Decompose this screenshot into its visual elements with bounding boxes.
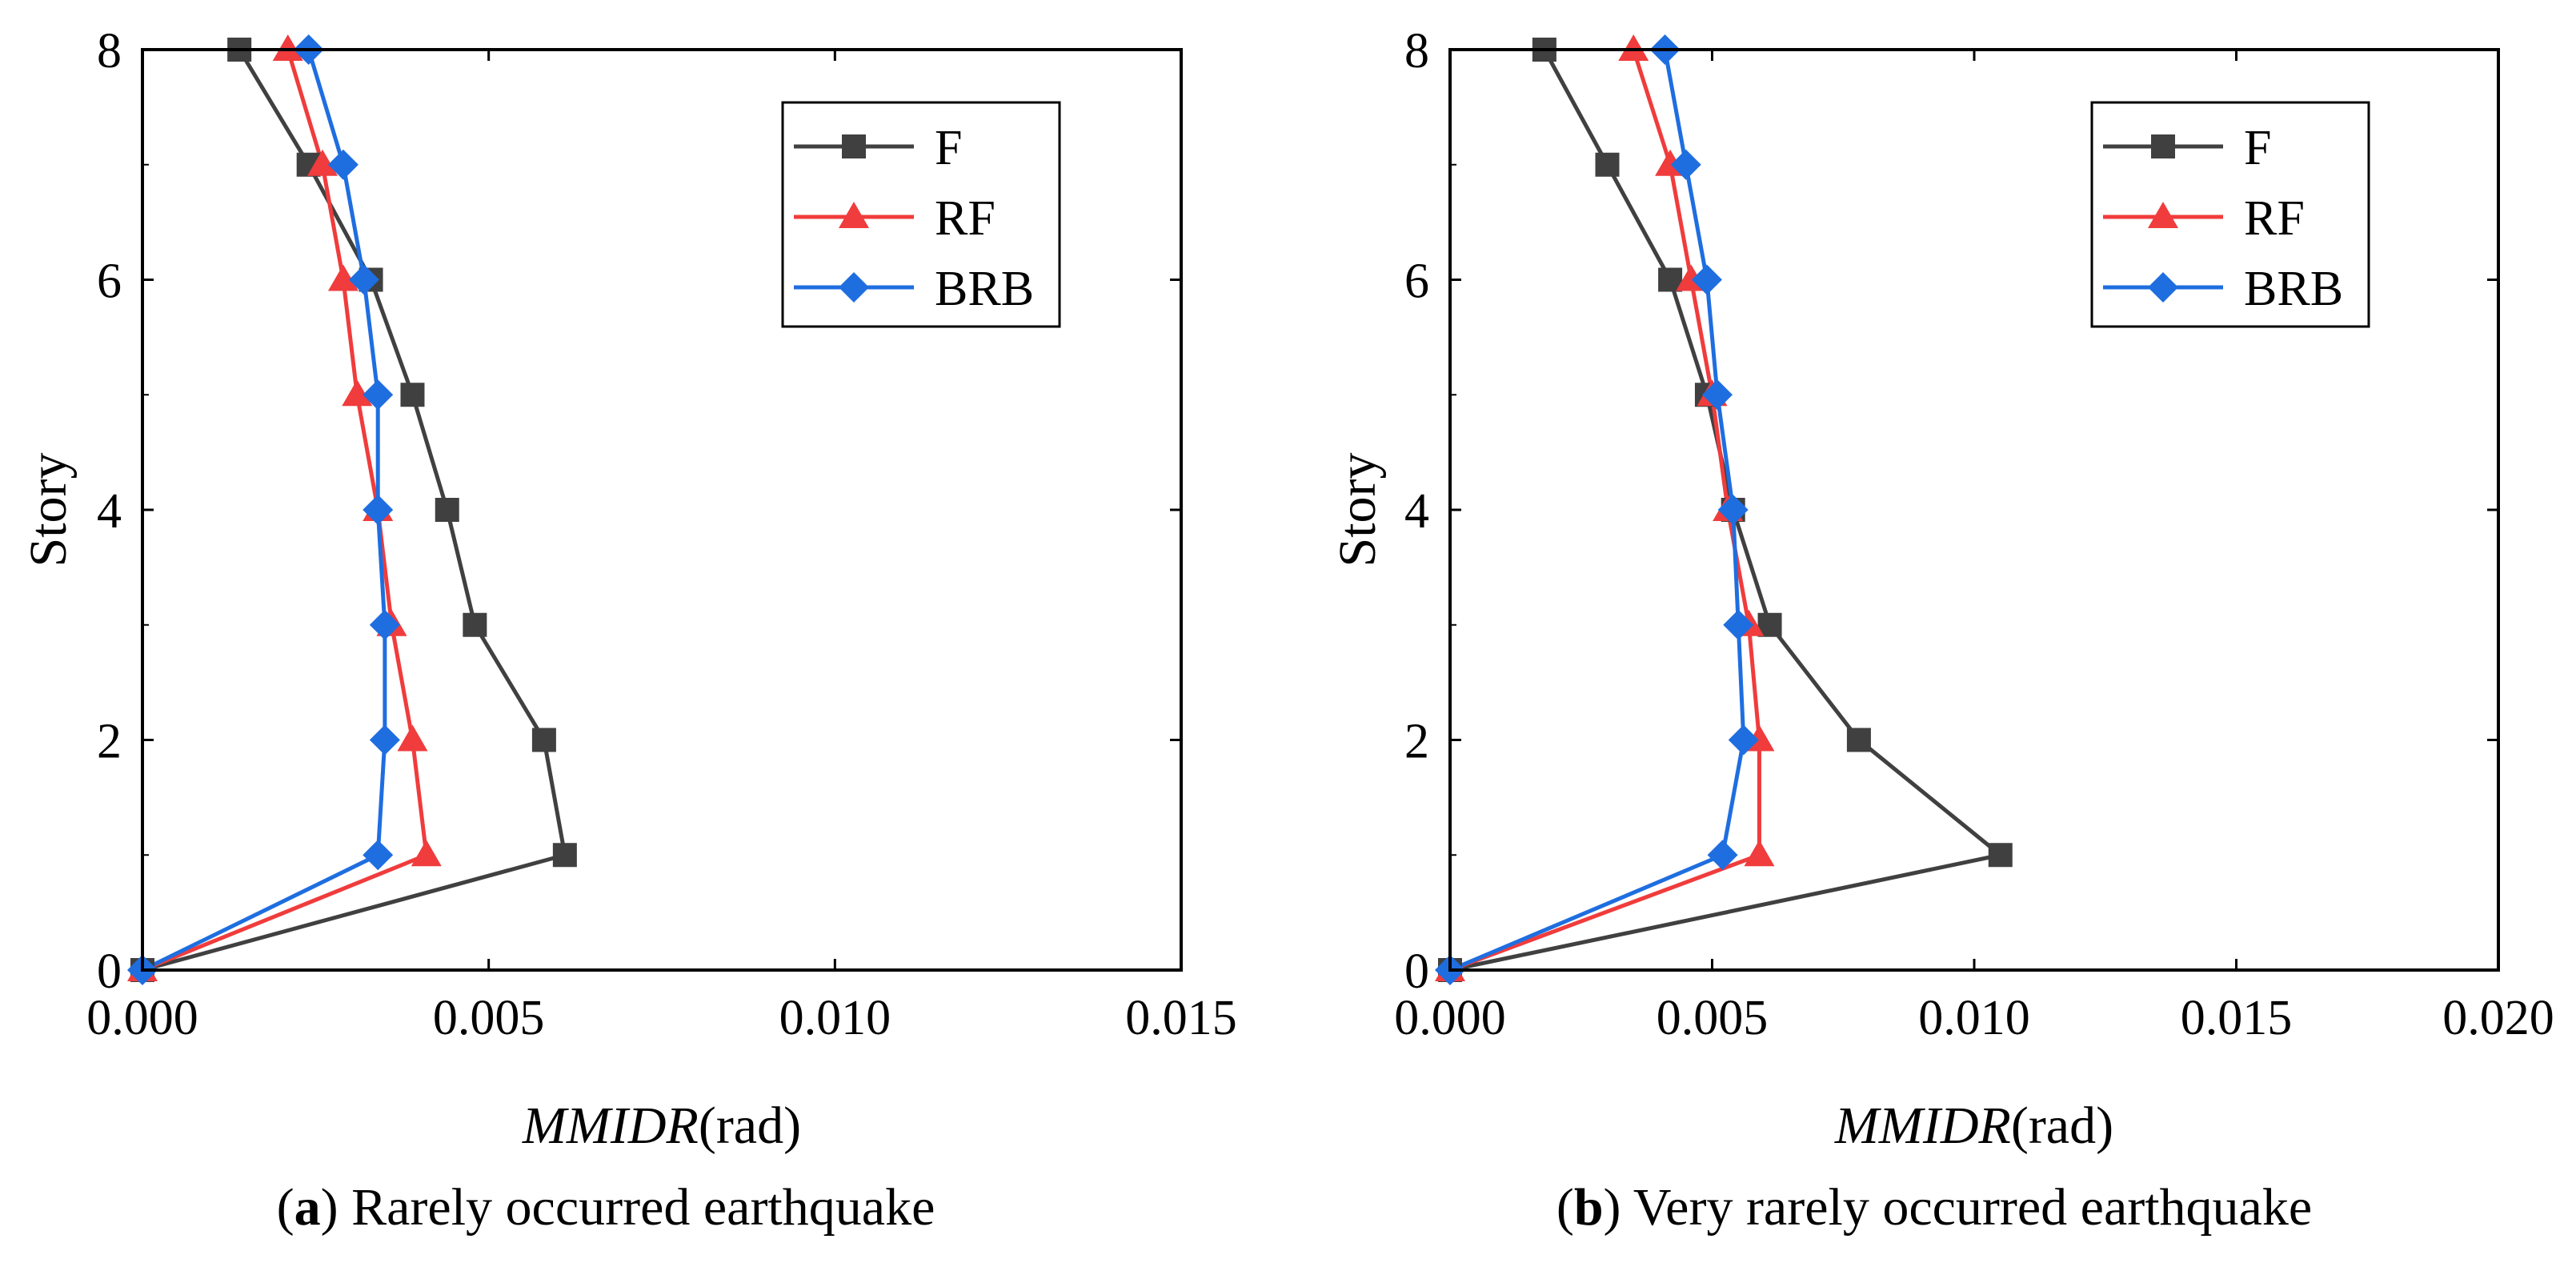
legend-label-brb: BRB xyxy=(2244,262,2343,316)
y-tick-label: 4 xyxy=(97,484,122,539)
panel-b: 0.000 0.005 0.010 0.015 0.020 0 2 4 6 8 F RF BRB S… xyxy=(1328,24,2554,1237)
y-tick-label: 0 xyxy=(1404,944,1429,999)
point-brb xyxy=(348,264,379,295)
legend-marker-brb xyxy=(2148,272,2178,303)
y-axis-title-a: Story xyxy=(19,452,78,567)
x-tick-label: 0.005 xyxy=(1657,991,1769,1045)
legend-marker-f xyxy=(2151,134,2175,158)
point-f xyxy=(400,383,425,407)
point-brb xyxy=(1707,840,1738,871)
legend-label-rf: RF xyxy=(935,191,996,246)
series-line-f xyxy=(142,48,567,972)
point-brb xyxy=(1702,379,1733,411)
caption-letter-b: b xyxy=(1574,1178,1604,1237)
y-axis-title-b: Story xyxy=(1328,452,1387,567)
point-brb xyxy=(327,149,359,180)
x-axis-title-unit-a: (rad) xyxy=(699,1097,801,1155)
point-brb xyxy=(1691,264,1722,295)
point-brb xyxy=(369,724,400,756)
point-brb xyxy=(1670,149,1701,180)
x-tick-label: 0.010 xyxy=(1918,991,2030,1045)
series-line-rf xyxy=(1449,49,1761,972)
caption-text-a: ) Rarely occurred earthquake xyxy=(321,1178,935,1237)
x-tick-label: 0.020 xyxy=(2442,991,2554,1045)
point-f xyxy=(552,843,577,868)
x-tick-label: 0.005 xyxy=(433,991,545,1045)
plot-area-b xyxy=(1435,34,2013,985)
x-tick-label: 0.000 xyxy=(86,991,198,1045)
y-tick-label: 0 xyxy=(97,944,122,999)
y-tick-label: 6 xyxy=(1404,255,1429,309)
x-tick-labels-a: 0.000 0.005 0.010 0.015 xyxy=(86,50,1237,1045)
y-tick-label: 2 xyxy=(97,715,122,769)
point-f xyxy=(1846,728,1871,752)
point-f xyxy=(435,498,459,522)
point-f xyxy=(1988,843,2013,868)
point-f xyxy=(531,728,556,752)
point-brb xyxy=(1723,609,1754,640)
point-rf xyxy=(397,724,428,752)
legend-marker-rf xyxy=(839,202,869,228)
point-f xyxy=(1595,152,1620,177)
legend-label-brb: BRB xyxy=(935,262,1034,316)
x-tick-label: 0.010 xyxy=(779,991,891,1045)
legend-marker-rf xyxy=(2148,202,2178,228)
point-rf xyxy=(1744,840,1775,867)
x-tick-labels-b: 0.000 0.005 0.010 0.015 0.020 xyxy=(1394,50,2554,1045)
y-tick-label: 2 xyxy=(1404,715,1429,769)
point-rf xyxy=(306,149,338,176)
caption-letter-a: a xyxy=(294,1178,321,1237)
legend-label-f: F xyxy=(935,121,962,175)
plot-area-a xyxy=(127,34,577,985)
x-axis-title-italic-b: MMIDR xyxy=(1834,1097,2011,1155)
legend-label-rf: RF xyxy=(2244,191,2305,246)
legend-a: F RF BRB xyxy=(781,101,1061,328)
point-brb xyxy=(1728,724,1759,756)
x-axis-title-a: MMIDR(rad) xyxy=(522,1097,801,1155)
point-rf xyxy=(1618,34,1649,61)
x-tick-label: 0.015 xyxy=(1125,991,1237,1045)
y-tick-label: 6 xyxy=(97,255,122,309)
series-line-brb xyxy=(1449,49,1746,972)
y-tick-label: 8 xyxy=(1404,24,1429,78)
point-rf xyxy=(272,34,303,61)
caption-a: (a) Rarely occurred earthquake xyxy=(277,1178,935,1237)
y-tick-label: 4 xyxy=(1404,484,1429,539)
legend-b: F RF BRB xyxy=(2090,101,2370,328)
caption-b: (b) Very rarely occurred earthquake xyxy=(1556,1178,2312,1237)
point-brb xyxy=(363,495,394,525)
y-tick-label: 8 xyxy=(97,24,122,78)
legend-marker-brb xyxy=(839,272,869,303)
point-rf xyxy=(342,379,373,407)
caption-text-b: ) Very rarely occurred earthquake xyxy=(1604,1178,2313,1237)
point-f xyxy=(463,612,487,637)
series-line-brb xyxy=(141,49,387,972)
x-axis-title-italic-a: MMIDR xyxy=(522,1097,699,1155)
y-tick-labels-b: 0 2 4 6 8 xyxy=(1404,24,2498,999)
x-axis-title-unit-b: (rad) xyxy=(2011,1097,2113,1155)
x-axis-title-b: MMIDR(rad) xyxy=(1834,1097,2113,1155)
point-rf xyxy=(327,264,359,291)
legend-label-f: F xyxy=(2244,121,2271,175)
y-tick-labels-a: 0 2 4 6 8 xyxy=(97,24,1181,999)
legend-marker-f xyxy=(842,134,866,158)
point-brb xyxy=(1717,495,1749,525)
point-brb xyxy=(363,379,394,411)
point-brb xyxy=(369,609,400,640)
x-tick-label: 0.015 xyxy=(2181,991,2293,1045)
x-tick-label: 0.000 xyxy=(1394,991,1506,1045)
point-rf xyxy=(411,840,442,867)
point-brb xyxy=(363,840,394,871)
